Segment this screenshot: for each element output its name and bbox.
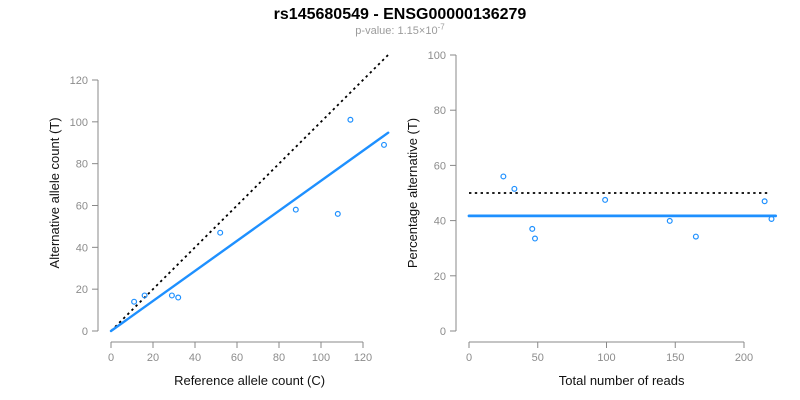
data-point: [531, 235, 538, 242]
y-tick-label: 100: [428, 50, 446, 62]
y-axis-title: Percentage alternative (T): [405, 118, 420, 268]
data-point: [131, 298, 138, 305]
y-tick-label: 40: [434, 216, 446, 228]
p-value-text: p-value: 1.15×10: [355, 25, 438, 37]
y-axis-title: Alternative allele count (T): [47, 117, 62, 268]
y-tick-label: 0: [440, 326, 446, 338]
data-point: [141, 292, 148, 299]
y-tick-label: 60: [76, 200, 88, 212]
x-tick-label: 100: [312, 352, 330, 364]
data-point: [334, 210, 341, 217]
y-tick-label: 40: [76, 242, 88, 254]
x-tick-label: 200: [735, 352, 753, 364]
y-tick-label: 0: [82, 326, 88, 338]
p-value-exponent: -7: [437, 22, 445, 32]
data-point: [381, 141, 388, 148]
x-tick-label: 50: [532, 352, 544, 364]
x-tick-label: 20: [147, 352, 159, 364]
x-axis-title: Total number of reads: [559, 373, 685, 388]
x-tick-label: 0: [466, 352, 472, 364]
y-tick-label: 80: [434, 105, 446, 117]
regression-line: [109, 131, 390, 333]
data-point: [292, 206, 299, 213]
x-tick-label: 0: [108, 352, 114, 364]
figure-subtitle: p-value: 1.15×10-7: [0, 22, 800, 37]
data-point: [768, 215, 775, 222]
identity-line: [110, 54, 389, 332]
x-tick-label: 150: [666, 352, 684, 364]
data-point: [347, 116, 354, 123]
data-point: [511, 185, 518, 192]
x-tick-label: 100: [597, 352, 615, 364]
x-tick-label: 60: [231, 352, 243, 364]
data-point: [692, 233, 699, 240]
data-point: [602, 196, 609, 203]
data-point: [500, 173, 507, 180]
x-tick-label: 120: [354, 352, 372, 364]
data-point: [529, 225, 536, 232]
y-tick-label: 20: [434, 271, 446, 283]
y-tick-label: 20: [76, 284, 88, 296]
x-axis-title: Reference allele count (C): [174, 373, 325, 388]
data-point: [175, 294, 182, 301]
y-tick-label: 100: [70, 117, 88, 129]
data-point: [168, 292, 175, 299]
y-tick-label: 120: [70, 75, 88, 87]
data-point: [217, 229, 224, 236]
y-tick-label: 80: [76, 159, 88, 171]
data-point: [666, 217, 673, 224]
figure-title: rs145680549 - ENSG00000136279: [273, 6, 527, 23]
x-tick-label: 40: [189, 352, 201, 364]
x-tick-label: 80: [273, 352, 285, 364]
data-point: [761, 198, 768, 205]
y-tick-label: 60: [434, 160, 446, 172]
